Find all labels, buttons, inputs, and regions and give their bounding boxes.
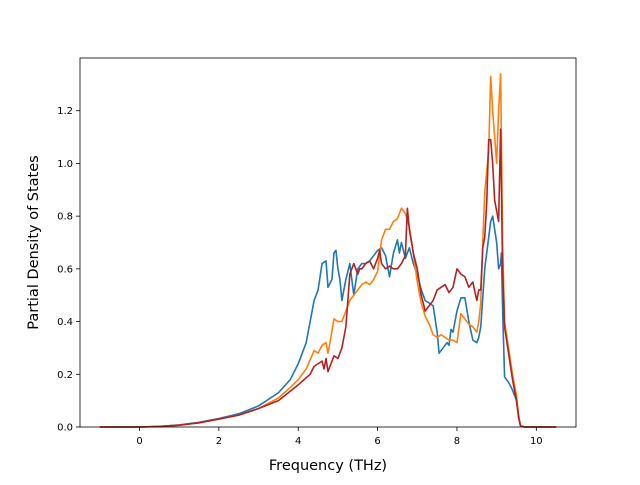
y-tick-label: 0.6 bbox=[57, 264, 73, 275]
y-tick-label: 1.0 bbox=[57, 159, 73, 170]
series-line-1 bbox=[99, 215, 557, 428]
y-tick-label: 0.2 bbox=[57, 370, 73, 381]
x-tick-label: 0 bbox=[136, 436, 142, 447]
x-tick-label: 2 bbox=[216, 436, 222, 447]
y-tick-label: 1.2 bbox=[57, 106, 73, 117]
x-tick-label: 6 bbox=[374, 436, 380, 447]
x-tick-label: 4 bbox=[295, 436, 301, 447]
y-tick-label: 0.0 bbox=[57, 423, 73, 434]
y-tick-label: 0.8 bbox=[57, 212, 73, 223]
y-tick-label: 0.4 bbox=[57, 317, 73, 328]
y-axis-ticks: 0.0 0.2 0.4 0.6 0.8 1.0 1.2 bbox=[57, 106, 80, 434]
x-axis-label: Frequency (THz) bbox=[269, 458, 387, 474]
plot-area-frame bbox=[79, 57, 577, 428]
series-layer bbox=[99, 73, 557, 428]
x-tick-label: 8 bbox=[454, 436, 460, 447]
x-axis-ticks: 0 2 4 6 8 10 bbox=[136, 427, 543, 447]
x-tick-label: 10 bbox=[530, 436, 543, 447]
y-axis-label: Partial Density of States bbox=[26, 155, 42, 329]
series-line-3 bbox=[99, 128, 557, 428]
